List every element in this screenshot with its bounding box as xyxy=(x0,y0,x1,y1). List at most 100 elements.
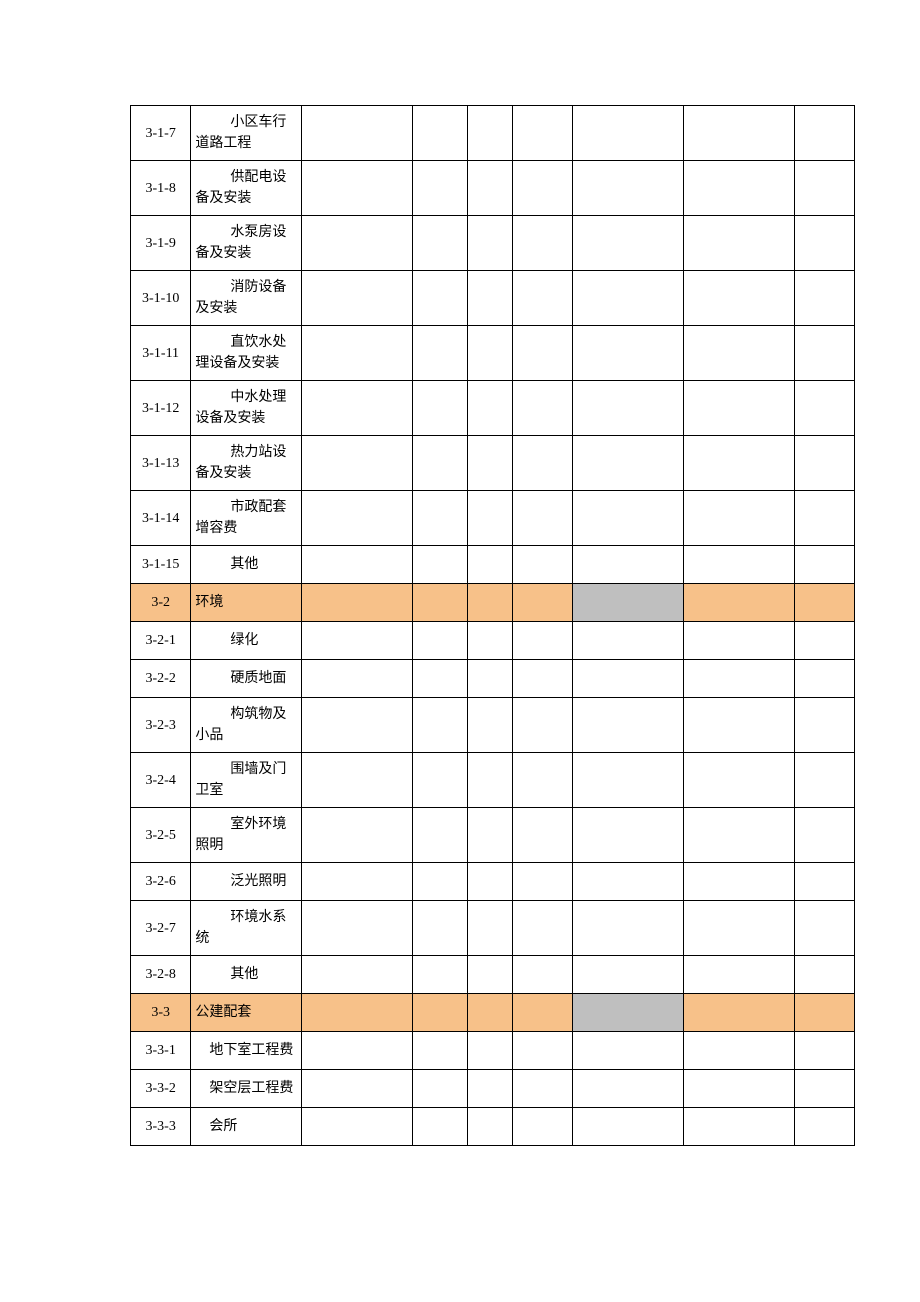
empty-cell xyxy=(467,956,512,994)
empty-cell xyxy=(467,381,512,436)
empty-cell xyxy=(684,271,795,326)
table-row: 3-1-7小区车行道路工程 xyxy=(131,106,855,161)
empty-cell xyxy=(794,901,854,956)
empty-cell xyxy=(301,863,412,901)
empty-cell xyxy=(412,753,467,808)
table-row: 3-2-6泛光照明 xyxy=(131,863,855,901)
empty-cell xyxy=(684,491,795,546)
empty-cell xyxy=(513,546,573,584)
empty-cell xyxy=(301,216,412,271)
row-label: 其他 xyxy=(191,956,302,994)
empty-cell xyxy=(301,1108,412,1146)
empty-cell xyxy=(573,753,684,808)
empty-cell xyxy=(794,622,854,660)
empty-cell xyxy=(412,546,467,584)
empty-cell xyxy=(467,698,512,753)
table-row: 3-1-11直饮水处理设备及安装 xyxy=(131,326,855,381)
empty-cell xyxy=(412,901,467,956)
empty-cell xyxy=(412,161,467,216)
empty-cell xyxy=(684,956,795,994)
empty-cell xyxy=(573,901,684,956)
empty-cell xyxy=(412,994,467,1032)
empty-cell xyxy=(573,491,684,546)
row-code: 3-3-1 xyxy=(131,1032,191,1070)
empty-cell xyxy=(301,381,412,436)
row-label-text: 其他 xyxy=(195,964,258,985)
row-label-text: 热力站设备及安装 xyxy=(195,442,297,484)
row-code: 3-2-6 xyxy=(131,863,191,901)
empty-cell xyxy=(794,216,854,271)
row-label: 公建配套 xyxy=(191,994,302,1032)
table-row: 3-2-8其他 xyxy=(131,956,855,994)
empty-cell xyxy=(467,271,512,326)
empty-cell xyxy=(794,381,854,436)
row-label-text: 构筑物及小品 xyxy=(195,704,297,746)
row-label-text: 环境 xyxy=(195,595,223,610)
empty-cell xyxy=(301,808,412,863)
empty-cell xyxy=(684,901,795,956)
row-label-text: 公建配套 xyxy=(195,1005,251,1020)
empty-cell xyxy=(573,546,684,584)
row-code: 3-2-8 xyxy=(131,956,191,994)
table-row: 3-2 环境 xyxy=(131,584,855,622)
empty-cell xyxy=(573,1070,684,1108)
empty-cell xyxy=(794,161,854,216)
empty-cell xyxy=(412,584,467,622)
empty-cell xyxy=(573,622,684,660)
empty-cell xyxy=(301,584,412,622)
empty-cell xyxy=(794,698,854,753)
empty-cell xyxy=(573,584,684,622)
empty-cell xyxy=(301,326,412,381)
empty-cell xyxy=(513,1032,573,1070)
empty-cell xyxy=(573,106,684,161)
row-label-text: 绿化 xyxy=(195,630,258,651)
empty-cell xyxy=(412,1108,467,1146)
empty-cell xyxy=(513,660,573,698)
empty-cell xyxy=(513,1108,573,1146)
empty-cell xyxy=(794,956,854,994)
empty-cell xyxy=(684,808,795,863)
empty-cell xyxy=(301,994,412,1032)
empty-cell xyxy=(684,1108,795,1146)
row-label: 硬质地面 xyxy=(191,660,302,698)
empty-cell xyxy=(467,863,512,901)
empty-cell xyxy=(412,436,467,491)
table-row: 3-1-9水泵房设备及安装 xyxy=(131,216,855,271)
row-code: 3-2-5 xyxy=(131,808,191,863)
empty-cell xyxy=(794,1070,854,1108)
empty-cell xyxy=(467,1070,512,1108)
empty-cell xyxy=(467,584,512,622)
row-label-text: 室外环境照明 xyxy=(195,814,297,856)
empty-cell xyxy=(794,271,854,326)
empty-cell xyxy=(301,271,412,326)
empty-cell xyxy=(513,106,573,161)
empty-cell xyxy=(467,622,512,660)
empty-cell xyxy=(513,584,573,622)
table-row: 3-1-10消防设备及安装 xyxy=(131,271,855,326)
table-row: 3-1-14市政配套增容费 xyxy=(131,491,855,546)
empty-cell xyxy=(513,956,573,994)
empty-cell xyxy=(684,660,795,698)
empty-cell xyxy=(573,660,684,698)
empty-cell xyxy=(467,1108,512,1146)
empty-cell xyxy=(684,161,795,216)
table-row: 3-2-1绿化 xyxy=(131,622,855,660)
empty-cell xyxy=(794,808,854,863)
row-label-text: 直饮水处理设备及安装 xyxy=(195,332,297,374)
row-code: 3-2 xyxy=(131,584,191,622)
table-row: 3-3公建配套 xyxy=(131,994,855,1032)
empty-cell xyxy=(684,994,795,1032)
row-label-text: 市政配套增容费 xyxy=(195,497,297,539)
empty-cell xyxy=(573,436,684,491)
row-label: 小区车行道路工程 xyxy=(191,106,302,161)
row-label: 直饮水处理设备及安装 xyxy=(191,326,302,381)
empty-cell xyxy=(301,106,412,161)
empty-cell xyxy=(794,753,854,808)
empty-cell xyxy=(301,1070,412,1108)
empty-cell xyxy=(573,956,684,994)
empty-cell xyxy=(684,1070,795,1108)
row-label-text: 中水处理设备及安装 xyxy=(195,387,297,429)
table-row: 3-2-4围墙及门卫室 xyxy=(131,753,855,808)
table-row: 3-1-8供配电设备及安装 xyxy=(131,161,855,216)
row-label: 绿化 xyxy=(191,622,302,660)
